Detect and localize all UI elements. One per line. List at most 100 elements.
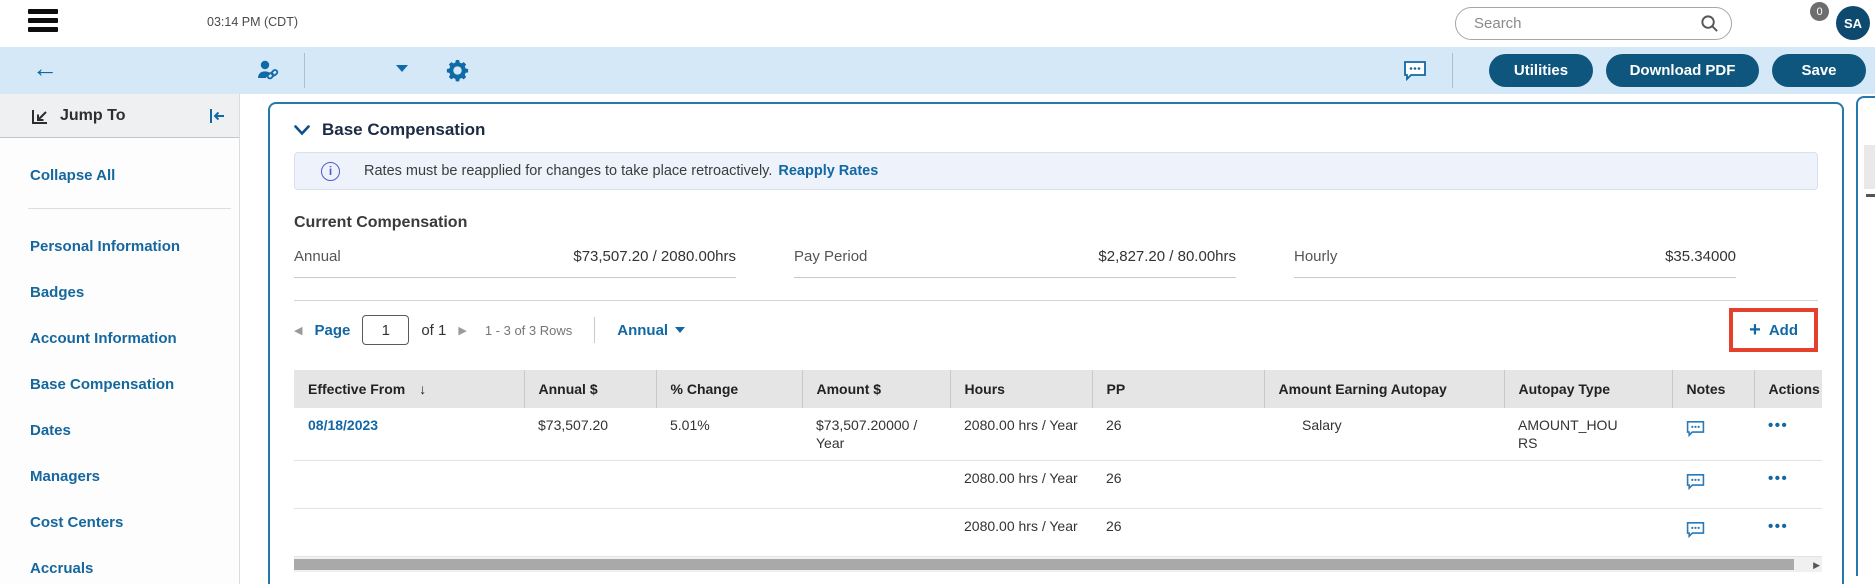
page-of-label: of 1 [421,321,447,339]
search-input[interactable] [1456,15,1700,32]
add-button[interactable]: Add [1768,321,1798,339]
info-banner: i Rates must be reapplied for changes to… [294,152,1818,190]
sidebar-item-cost-centers[interactable]: Cost Centers [30,514,124,531]
jump-to-icon [30,106,50,126]
add-button-highlight: + Add [1729,308,1818,352]
toolbar-divider-2 [1452,53,1453,88]
row-actions-button[interactable]: ••• [1768,517,1789,535]
sidebar-separator [28,208,231,209]
sidebar-item-managers[interactable]: Managers [30,468,101,485]
person-link-icon[interactable] [253,58,281,84]
download-pdf-button[interactable]: Download PDF [1606,54,1759,87]
cell-amount: $73,507.20000 / Year [816,417,918,451]
cell-annual: $73,507.20 [524,408,656,461]
pagination-bar: ◀ Page of 1 ▶ 1 - 3 of 3 Rows Annual + A… [294,301,1818,359]
note-icon[interactable] [1686,420,1705,437]
page-number-input[interactable] [362,315,410,345]
save-button[interactable]: Save [1772,54,1866,87]
jump-to-sidebar: Jump To Collapse All Personal Informatio… [0,94,240,584]
chevron-down-icon [396,65,408,72]
clock-time: 03:14 PM (CDT) [207,15,298,29]
section-chevron-down-icon[interactable] [294,124,310,136]
row-actions-button[interactable]: ••• [1768,417,1789,434]
col-pct-change[interactable]: % Change [656,370,803,408]
toolbar-divider [304,53,305,88]
next-page-icon[interactable]: ▶ [458,324,467,337]
col-notes[interactable]: Notes [1672,370,1755,408]
collapse-sidebar-icon[interactable] [207,107,227,125]
scroll-right-icon[interactable]: ▶ [1813,559,1820,570]
col-annual[interactable]: Annual $ [524,370,657,408]
sidebar-item-accruals[interactable]: Accruals [30,560,94,577]
hamburger-icon[interactable] [28,9,58,37]
col-hours[interactable]: Hours [950,370,1093,408]
col-pp[interactable]: PP [1092,370,1265,408]
col-effective-from[interactable]: Effective From ↓ [294,370,525,408]
compensation-table: Effective From ↓ Annual $ % Change Amount… [294,370,1822,557]
cell-pp: 26 [1092,508,1264,557]
field-label: Pay Period [794,248,868,265]
sidebar-header: Jump To [0,94,239,138]
sidebar-item-dates[interactable]: Dates [30,422,71,439]
note-icon[interactable] [1686,473,1705,490]
note-icon[interactable] [1686,521,1705,538]
cell-amount-earning-autopay: Salary [1264,408,1504,461]
col-amount[interactable]: Amount $ [802,370,951,408]
field-label: Hourly [1294,248,1338,265]
current-compensation-fields: Annual $73,507.20 / 2080.00hrs Pay Perio… [294,248,1818,278]
cell-autopay-type: AMOUNT_HOURS [1518,417,1618,451]
view-selector-value: Annual [617,321,669,339]
avatar[interactable]: SA [1836,6,1870,40]
field-value: $2,827.20 / 80.00hrs [1098,248,1236,265]
field-value: $73,507.20 / 2080.00hrs [573,248,736,265]
table-row: 2080.00 hrs / Year 26 ••• [294,460,1822,509]
table-row: 08/18/2023 $73,507.20 5.01% $73,507.2000… [294,408,1822,461]
sidebar-item-badges[interactable]: Badges [30,284,85,301]
notification-badge[interactable]: 0 [1810,2,1829,21]
sidebar-item-base-compensation[interactable]: Base Compensation [30,376,175,393]
cell-hours: 2080.00 hrs / Year [964,517,1078,534]
chat-icon[interactable] [1403,60,1427,81]
next-panel-edge [1856,96,1875,576]
col-amount-earning-autopay[interactable]: Amount Earning Autopay [1264,370,1505,408]
prev-page-icon[interactable]: ◀ [294,324,303,337]
gear-icon[interactable] [445,58,470,83]
col-actions[interactable]: Actions [1754,370,1822,408]
sidebar-collapse-all[interactable]: Collapse All [30,167,116,184]
cell-hours: 2080.00 hrs / Year [964,417,1078,433]
col-autopay-type[interactable]: Autopay Type [1504,370,1673,408]
section-divider [294,300,1818,301]
sidebar-item-account-information[interactable]: Account Information [30,330,177,347]
next-panel-fragment [1866,194,1875,197]
cell-pp: 26 [1092,460,1264,509]
cell-hours: 2080.00 hrs / Year [964,469,1078,486]
sidebar-item-personal-information[interactable]: Personal Information [30,238,181,255]
pagination-divider [594,317,596,343]
page-label: Page [314,321,351,339]
horizontal-scrollbar[interactable]: ▶ [294,556,1822,572]
action-toolbar: ← Utilities Download PDF Save [0,47,1875,94]
record-selector-dropdown[interactable] [312,55,408,85]
back-icon[interactable]: ← [32,53,58,83]
next-panel-fragment [1864,145,1875,189]
field-hourly: Hourly $35.34000 [1294,248,1736,278]
table-header-row: Effective From ↓ Annual $ % Change Amount… [294,370,1822,408]
current-compensation-heading: Current Compensation [294,214,468,231]
utilities-button[interactable]: Utilities [1489,54,1593,87]
info-icon: i [321,161,340,181]
field-pay-period: Pay Period $2,827.20 / 80.00hrs [794,248,1236,278]
scrollbar-thumb[interactable] [294,558,1794,570]
rows-count-label: 1 - 3 of 3 Rows [484,322,573,338]
chevron-down-icon [675,327,686,333]
field-value: $35.34000 [1665,248,1736,265]
cell-pp: 26 [1092,408,1264,461]
search-icon[interactable] [1700,14,1719,33]
effective-from-link[interactable]: 08/18/2023 [308,417,379,433]
sort-desc-icon[interactable]: ↓ [419,381,427,397]
row-actions-button[interactable]: ••• [1768,469,1789,487]
page-title: Base Compensation [322,120,486,139]
view-selector-dropdown[interactable]: Annual [617,321,686,339]
cell-pct-change: 5.01% [656,408,802,461]
field-label: Annual [294,248,341,265]
reapply-rates-link[interactable]: Reapply Rates [778,163,879,179]
